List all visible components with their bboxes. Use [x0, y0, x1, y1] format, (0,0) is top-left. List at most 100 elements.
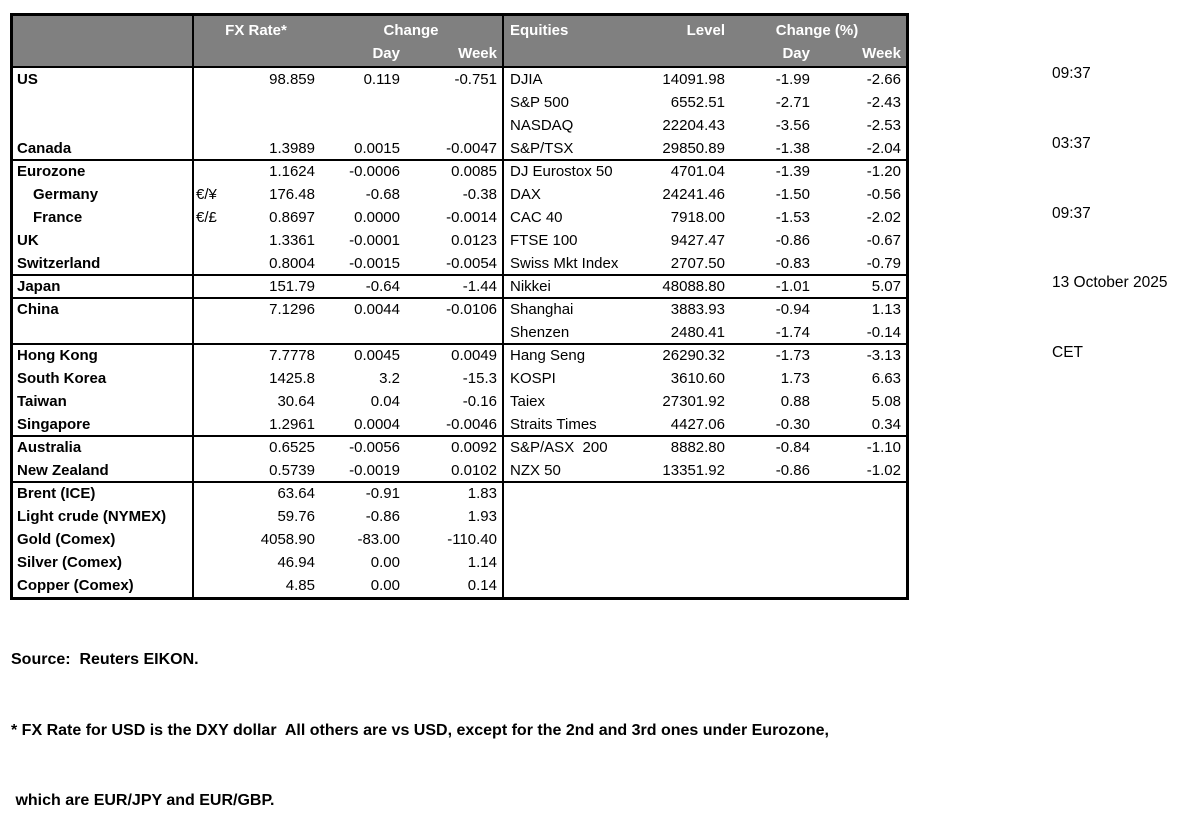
- equity-level-cell: 6552.51: [670, 94, 725, 111]
- equity-week-change-cell: [814, 574, 906, 597]
- fx-day-change-cell: -0.86: [365, 508, 400, 525]
- fx-week-change-cell: -110.40: [447, 531, 497, 548]
- currency-pair-cell: [192, 275, 232, 298]
- fx-week-change-cell: [404, 321, 502, 344]
- equity-week-change-cell: -2.04: [866, 140, 901, 157]
- currency-pair-cell: [192, 413, 232, 436]
- equity-level-cell: 3883.93: [670, 301, 725, 318]
- table-row: NASDAQ 22204.43 -3.56 -2.53: [13, 114, 906, 137]
- equity-level-cell: [642, 574, 728, 597]
- country-name-cell: France: [33, 209, 83, 226]
- table-row: Silver (Comex) 46.94 0.00 1.14: [13, 551, 906, 574]
- header-eq-week: Week: [862, 45, 901, 62]
- fx-day-change-cell: -0.0056: [349, 439, 400, 456]
- name-column-divider: [192, 16, 194, 597]
- header-fx-rate: FX Rate*: [225, 22, 287, 39]
- fx-rate-cell: 1.1624: [269, 163, 315, 180]
- equity-name-cell: Taiex: [510, 393, 546, 410]
- fx-week-change-cell: [404, 114, 502, 137]
- table-row: Japan 151.79 -0.64 -1.44 Nikkei 48088.80 -1.01…: [10, 274, 909, 298]
- fx-week-change-cell: -0.0047: [446, 140, 497, 157]
- fx-day-change-cell: 0.0045: [354, 347, 400, 364]
- currency-pair-cell: [192, 252, 232, 275]
- equity-day-change-cell: 0.88: [780, 393, 810, 410]
- equity-week-change-cell: -3.13: [866, 347, 901, 364]
- equity-week-change-cell: -0.56: [866, 186, 901, 203]
- equity-week-change-cell: -2.43: [866, 94, 901, 111]
- equity-day-change-cell: [728, 505, 814, 528]
- equity-week-change-cell: [814, 505, 906, 528]
- equity-level-cell: 29850.89: [662, 140, 725, 157]
- table-row: UK 1.3361 -0.0001 0.0123 FTSE 100 9427.47 -0.8…: [13, 229, 906, 252]
- equity-day-change-cell: -1.01: [775, 278, 810, 295]
- equity-name-cell: NASDAQ: [510, 117, 574, 134]
- equity-day-change-cell: -2.71: [775, 94, 810, 111]
- equity-day-change-cell: [728, 574, 814, 597]
- equity-name-cell: S&P 500: [510, 94, 569, 111]
- equity-week-change-cell: 0.34: [871, 416, 901, 433]
- currency-pair-cell: [192, 114, 232, 137]
- equity-week-change-cell: [814, 551, 906, 574]
- fx-rate-cell: [232, 321, 320, 344]
- equity-level-cell: [642, 482, 728, 505]
- currency-pair-cell: [192, 459, 232, 482]
- fx-day-change-cell: 0.00: [370, 554, 400, 571]
- timestamp: 03:37: [1052, 135, 1091, 153]
- equity-name-cell: Nikkei: [510, 278, 551, 295]
- fx-day-change-cell: -0.91: [365, 485, 400, 502]
- fx-rate-cell: 0.6525: [269, 439, 315, 456]
- fx-rate-cell: 176.48: [269, 186, 315, 203]
- equity-name-cell: KOSPI: [510, 370, 556, 387]
- country-name-cell: [13, 91, 192, 114]
- equity-day-change-cell: -1.38: [775, 140, 810, 157]
- fx-rate-cell: 7.7778: [269, 347, 315, 364]
- fx-week-change-cell: -0.38: [462, 186, 497, 203]
- country-name-cell: Eurozone: [17, 163, 86, 180]
- fx-rate-cell: 46.94: [277, 554, 315, 571]
- currency-pair-cell: [192, 574, 232, 597]
- equity-name-cell: NZX 50: [510, 462, 561, 479]
- equity-level-cell: 26290.32: [662, 347, 725, 364]
- fx-day-change-cell: -0.68: [365, 186, 400, 203]
- fx-rate-cell: 1.3361: [269, 232, 315, 249]
- fx-week-change-cell: -0.0046: [446, 416, 497, 433]
- equity-name-cell: [502, 528, 642, 551]
- table-row: Copper (Comex) 4.85 0.00 0.14: [13, 574, 906, 597]
- fx-week-change-cell: 1.83: [467, 485, 497, 502]
- equity-level-cell: 3610.60: [670, 370, 725, 387]
- equity-day-change-cell: 1.73: [780, 370, 810, 387]
- fx-rate-cell: 98.859: [269, 71, 315, 88]
- equity-day-change-cell: -1.39: [775, 163, 810, 180]
- table-row: Shenzen 2480.41 -1.74 -0.14: [13, 321, 906, 344]
- equity-name-cell: DJIA: [510, 71, 543, 88]
- header-fx-day: Day: [372, 45, 400, 62]
- equity-name-cell: Straits Times: [510, 416, 597, 433]
- equity-name-cell: S&P/TSX: [510, 140, 574, 157]
- fx-day-change-cell: 3.2: [379, 370, 400, 387]
- fx-rate-cell: 0.8697: [269, 209, 315, 226]
- fx-day-change-cell: -0.0006: [349, 163, 400, 180]
- fx-day-change-cell: -0.0015: [349, 255, 400, 272]
- fx-day-change-cell: 0.00: [370, 577, 400, 594]
- country-name-cell: UK: [17, 232, 39, 249]
- fx-day-change-cell: -0.64: [365, 278, 400, 295]
- fx-week-change-cell: 0.0085: [451, 163, 497, 180]
- equity-level-cell: 14091.98: [662, 71, 725, 88]
- country-name-cell: [13, 321, 192, 344]
- table-row: South Korea 1425.8 3.2 -15.3 KOSPI 3610.60 1.7…: [13, 367, 906, 390]
- fx-rate-cell: 4058.90: [260, 531, 315, 548]
- fx-week-change-cell: -0.751: [454, 71, 497, 88]
- header-eq-day: Day: [782, 45, 810, 62]
- report-date: 13 October 2025: [1052, 274, 1168, 292]
- country-name-cell: Singapore: [17, 416, 91, 433]
- header-level: Level: [686, 22, 725, 39]
- currency-pair-cell: [192, 321, 232, 344]
- table-row: Hong Kong 7.7778 0.0045 0.0049 Hang Seng 2629…: [10, 343, 909, 367]
- timezone-label: CET: [1052, 343, 1083, 361]
- table-body: US 98.859 0.119 -0.751 DJIA 14091.98 -1.99 -2.6…: [10, 68, 909, 597]
- fx-week-change-cell: [404, 91, 502, 114]
- equity-day-change-cell: -0.94: [775, 301, 810, 318]
- equity-name-cell: S&P/ASX 200: [510, 439, 608, 456]
- country-name-cell: South Korea: [17, 370, 107, 387]
- fx-rate-cell: 0.8004: [269, 255, 315, 272]
